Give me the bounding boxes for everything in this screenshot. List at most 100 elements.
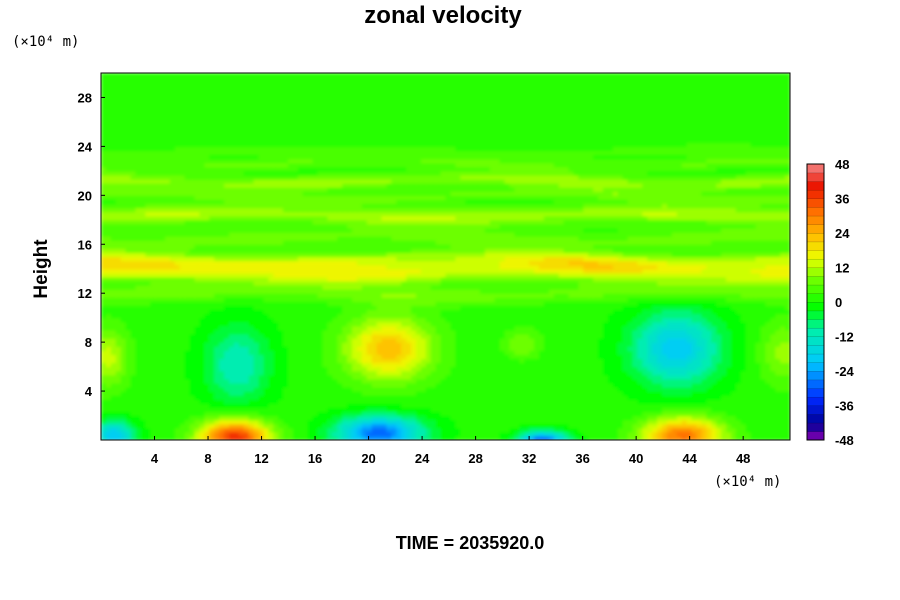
field-cell (716, 313, 722, 319)
field-cell (327, 427, 333, 433)
field-cell (184, 374, 191, 380)
field-cell (189, 403, 196, 408)
field-cell (322, 350, 328, 355)
field-cell (445, 378, 452, 384)
field-cell (686, 297, 693, 302)
field-cell (406, 301, 412, 307)
field-cell (711, 382, 717, 388)
field-cell (219, 346, 225, 351)
field-cell (105, 399, 112, 404)
field-cell (356, 325, 363, 331)
field-cell (243, 346, 250, 351)
field-cell (627, 423, 634, 429)
field-cell (775, 435, 781, 440)
field-cell (420, 386, 427, 392)
field-cell (253, 374, 260, 380)
field-cell (253, 378, 260, 384)
field-cell (632, 362, 639, 368)
field-cell (120, 366, 127, 372)
field-cell (553, 297, 560, 302)
field-cell (539, 395, 545, 400)
field-cell (573, 370, 579, 376)
field-cell (327, 391, 333, 396)
field-cell (593, 411, 599, 417)
field-cell (381, 350, 388, 355)
field-cell (735, 297, 742, 302)
field-cell (519, 350, 525, 355)
field-cell (721, 411, 727, 417)
field-cell (204, 431, 210, 437)
field-cell (730, 399, 737, 404)
field-cell (504, 333, 511, 339)
field-cell (484, 346, 491, 351)
field-cell (711, 395, 717, 400)
field-cell (780, 358, 786, 364)
field-cell (248, 358, 255, 364)
field-cell (686, 391, 693, 396)
field-cell (224, 366, 230, 372)
field-cell (726, 407, 732, 413)
field-cell (371, 423, 378, 429)
field-cell (150, 305, 156, 311)
field-cell (189, 382, 196, 388)
field-cell (101, 407, 107, 413)
field-cell (420, 297, 427, 302)
field-cell (312, 350, 319, 355)
field-cell (598, 309, 604, 315)
field-cell (706, 325, 712, 331)
field-cell (263, 378, 269, 384)
field-cell (735, 386, 742, 392)
field-cell (563, 333, 570, 339)
field-cell (593, 358, 599, 364)
field-cell (337, 301, 343, 307)
field-cell (504, 415, 511, 421)
field-cell (263, 399, 269, 404)
field-cell (169, 395, 176, 400)
field-cell (140, 354, 146, 360)
field-cell (224, 342, 230, 347)
field-cell (248, 378, 255, 384)
field-cell (258, 362, 265, 368)
field-cell (598, 399, 604, 404)
field-cell (396, 297, 402, 302)
field-cell (691, 399, 698, 404)
field-cell (430, 297, 437, 302)
field-cell (140, 366, 146, 372)
field-cell (450, 342, 456, 347)
field-cell (332, 342, 338, 347)
field-cell (770, 423, 776, 429)
field-cell (307, 411, 314, 417)
field-cell (110, 378, 117, 384)
field-cell (637, 346, 643, 351)
field-cell (184, 333, 191, 339)
field-cell (775, 382, 781, 388)
field-cell (765, 362, 771, 368)
field-cell (440, 382, 447, 388)
field-cell (745, 366, 752, 372)
field-cell (101, 415, 107, 421)
field-cell (489, 399, 496, 404)
field-cell (396, 358, 402, 364)
field-cell (578, 297, 584, 302)
field-cell (504, 350, 511, 355)
field-cell (440, 321, 447, 327)
field-cell (642, 354, 648, 360)
field-cell (396, 386, 402, 392)
field-cell (489, 346, 496, 351)
field-cell (642, 395, 648, 400)
field-cell (524, 399, 530, 404)
field-cell (204, 293, 210, 298)
field-cell (539, 427, 545, 433)
field-cell (612, 395, 619, 400)
field-cell (460, 411, 466, 417)
field-cell (760, 354, 766, 360)
field-cell (612, 346, 619, 351)
field-cell (711, 399, 717, 404)
field-cell (460, 338, 466, 343)
field-cell (726, 346, 732, 351)
field-cell (228, 366, 235, 372)
field-cell (214, 346, 220, 351)
field-cell (671, 338, 678, 343)
field-cell (288, 411, 294, 417)
field-cell (209, 313, 215, 319)
